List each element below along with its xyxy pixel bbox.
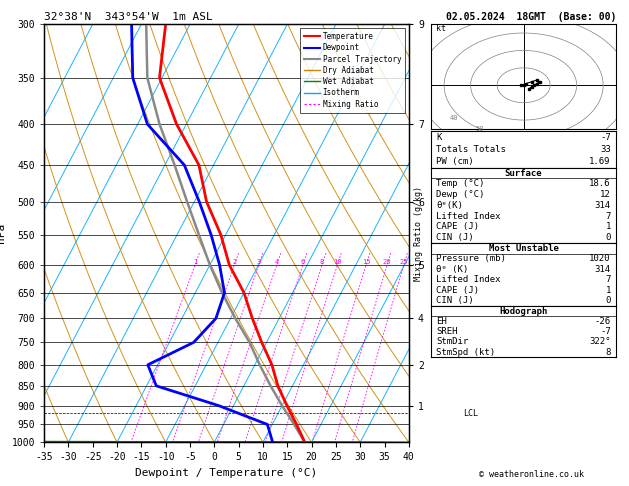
Y-axis label: hPa: hPa — [0, 223, 6, 243]
Text: 25: 25 — [399, 259, 408, 265]
Text: Hodograph: Hodograph — [499, 307, 548, 316]
Text: CIN (J): CIN (J) — [437, 296, 474, 305]
Text: 1: 1 — [606, 223, 611, 231]
Text: 4: 4 — [275, 259, 279, 265]
Text: Surface: Surface — [505, 169, 542, 177]
Text: EH: EH — [437, 317, 447, 326]
Text: 20: 20 — [383, 259, 391, 265]
Text: K: K — [437, 133, 442, 142]
Text: θᵉ(K): θᵉ(K) — [437, 201, 464, 210]
X-axis label: Dewpoint / Temperature (°C): Dewpoint / Temperature (°C) — [135, 468, 318, 478]
Text: SREH: SREH — [437, 327, 458, 336]
Text: -7: -7 — [600, 327, 611, 336]
Text: 8: 8 — [320, 259, 324, 265]
Text: StmDir: StmDir — [437, 337, 469, 347]
Text: 18.6: 18.6 — [589, 179, 611, 188]
Text: 314: 314 — [595, 265, 611, 274]
Text: Most Unstable: Most Unstable — [489, 244, 559, 253]
Text: 3: 3 — [257, 259, 261, 265]
Text: 33: 33 — [600, 145, 611, 154]
Text: © weatheronline.co.uk: © weatheronline.co.uk — [479, 469, 584, 479]
Text: PW (cm): PW (cm) — [437, 157, 474, 166]
Text: 12: 12 — [600, 190, 611, 199]
Text: Lifted Index: Lifted Index — [437, 276, 501, 284]
Text: 40: 40 — [449, 115, 458, 121]
Text: kt: kt — [436, 24, 446, 33]
Legend: Temperature, Dewpoint, Parcel Trajectory, Dry Adiabat, Wet Adiabat, Isotherm, Mi: Temperature, Dewpoint, Parcel Trajectory… — [301, 28, 405, 112]
Text: 02.05.2024  18GMT  (Base: 00): 02.05.2024 18GMT (Base: 00) — [447, 12, 616, 22]
Text: 322°: 322° — [589, 337, 611, 347]
Text: 50: 50 — [476, 125, 484, 132]
Text: θᵉ (K): θᵉ (K) — [437, 265, 469, 274]
Text: Dewp (°C): Dewp (°C) — [437, 190, 485, 199]
Text: 10: 10 — [333, 259, 342, 265]
Text: 15: 15 — [362, 259, 370, 265]
Text: -26: -26 — [595, 317, 611, 326]
Text: LCL: LCL — [464, 409, 479, 418]
Text: CAPE (J): CAPE (J) — [437, 223, 479, 231]
Text: 0: 0 — [606, 233, 611, 242]
Text: Pressure (mb): Pressure (mb) — [437, 254, 506, 263]
Text: Totals Totals: Totals Totals — [437, 145, 506, 154]
Text: 6: 6 — [301, 259, 305, 265]
Y-axis label: km
ASL: km ASL — [438, 224, 454, 243]
Text: 7: 7 — [606, 211, 611, 221]
Text: -7: -7 — [600, 133, 611, 142]
Text: 2: 2 — [232, 259, 237, 265]
Text: CAPE (J): CAPE (J) — [437, 286, 479, 295]
Text: 1: 1 — [606, 286, 611, 295]
Text: 8: 8 — [606, 347, 611, 357]
Text: 314: 314 — [595, 201, 611, 210]
Text: Temp (°C): Temp (°C) — [437, 179, 485, 188]
Text: Lifted Index: Lifted Index — [437, 211, 501, 221]
Text: 32°38'N  343°54'W  1m ASL: 32°38'N 343°54'W 1m ASL — [44, 12, 213, 22]
Text: 1.69: 1.69 — [589, 157, 611, 166]
Text: 1020: 1020 — [589, 254, 611, 263]
Text: CIN (J): CIN (J) — [437, 233, 474, 242]
Text: StmSpd (kt): StmSpd (kt) — [437, 347, 496, 357]
Text: Mixing Ratio (g/kg): Mixing Ratio (g/kg) — [414, 186, 423, 281]
Text: 1: 1 — [193, 259, 197, 265]
Text: 0: 0 — [606, 296, 611, 305]
Text: 7: 7 — [606, 276, 611, 284]
